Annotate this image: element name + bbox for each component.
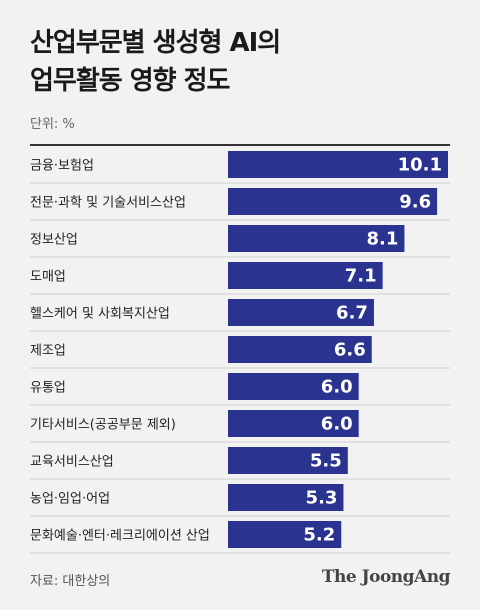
bar (228, 484, 344, 511)
chart-row: 제조업 6.6 (30, 336, 450, 369)
data-label: 6.7 (336, 303, 368, 324)
data-label: 8.1 (367, 229, 399, 250)
data-label: 9.6 (399, 192, 431, 213)
data-label: 6.0 (321, 414, 353, 435)
chart-row: 농업·임업·어업 5.3 (30, 484, 450, 517)
chart-row: 기타서비스(공공부문 제외) 6.0 (30, 410, 450, 443)
bar-chart: 금융·보험업 10.1 전문·과학 및 기술서비스산업 9.6 정보산업 8.1 도매업 7.… (30, 151, 450, 554)
data-label: 5.3 (306, 488, 338, 509)
category-label: 농업·임업·어업 (30, 492, 110, 507)
bar (228, 225, 405, 252)
bar (228, 336, 372, 363)
bar (228, 299, 374, 326)
data-label: 10.1 (398, 155, 442, 176)
chart-row: 헬스케어 및 사회복지산업 6.7 (30, 299, 450, 332)
bar (228, 151, 448, 178)
title-line-2: 업무활동 영향 정도 (30, 66, 230, 96)
category-label: 전문·과학 및 기술서비스산업 (30, 196, 186, 211)
brand-logo: The JoongAng (321, 567, 451, 587)
top-rule (30, 144, 450, 146)
category-label: 도매업 (30, 270, 66, 285)
unit-label: 단위: % (30, 117, 75, 132)
bar (228, 447, 348, 474)
chart-row: 교육서비스산업 5.5 (30, 447, 450, 480)
category-label: 교육서비스산업 (30, 455, 114, 470)
category-label: 기타서비스(공공부문 제외) (30, 418, 176, 433)
chart-row: 금융·보험업 10.1 (30, 151, 450, 184)
source-label: 자료: 대한상의 (30, 574, 111, 589)
category-label: 금융·보험업 (30, 159, 94, 174)
chart-row: 정보산업 8.1 (30, 225, 450, 258)
category-label: 유통업 (30, 381, 66, 396)
title-line-1: 산업부문별 생성형 AI의 (30, 28, 281, 58)
data-label: 6.6 (334, 340, 366, 361)
data-label: 5.2 (303, 525, 335, 546)
chart-row: 도매업 7.1 (30, 262, 450, 295)
data-label: 7.1 (345, 266, 377, 287)
category-label: 문화예술·엔터·레크리에이션 산업 (30, 529, 210, 544)
category-label: 정보산업 (30, 233, 78, 248)
data-label: 6.0 (321, 377, 353, 398)
bar (228, 410, 359, 437)
category-label: 헬스케어 및 사회복지산업 (30, 307, 170, 322)
chart-title: 산업부문별 생성형 AI의 업무활동 영향 정도 (30, 24, 281, 100)
chart-row: 유통업 6.0 (30, 373, 450, 406)
category-label: 제조업 (30, 344, 66, 359)
chart-row: 전문·과학 및 기술서비스산업 9.6 (30, 188, 450, 221)
bar (228, 373, 359, 400)
data-label: 5.5 (310, 451, 342, 472)
bar (228, 521, 342, 548)
chart-row: 문화예술·엔터·레크리에이션 산업 5.2 (30, 521, 450, 554)
bar (228, 262, 383, 289)
bar (228, 188, 438, 215)
